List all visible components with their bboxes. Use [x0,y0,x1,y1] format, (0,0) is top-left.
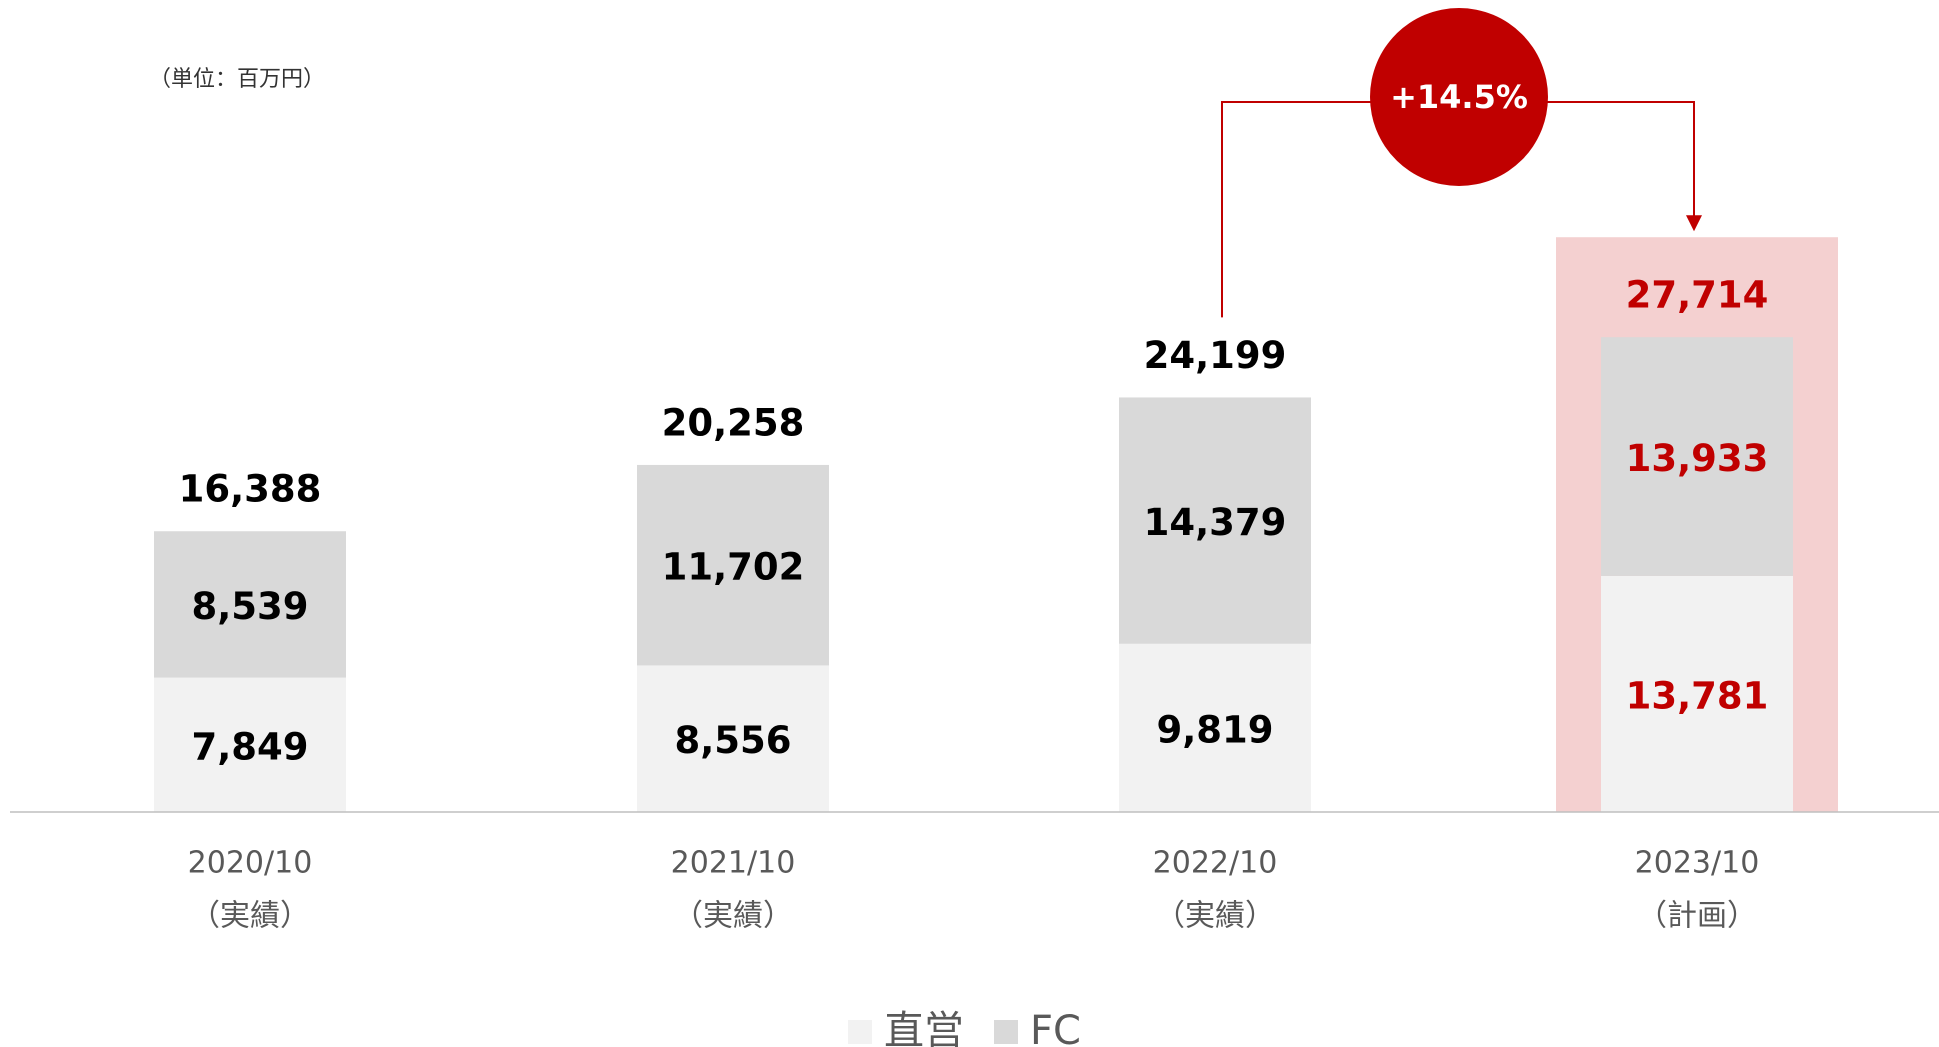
x-tick-note: （実績） [190,899,310,934]
bar-segment [1601,337,1793,576]
annotation: +14.5% [1390,78,1528,116]
total-label: 27,714 [1626,274,1769,317]
value-label: 13,933 [1626,437,1769,480]
bar-segment [1119,397,1311,644]
x-tick-label: 2022/10 [1153,846,1278,881]
bar-segment [637,665,829,812]
x-tick-note: （実績） [1155,899,1275,934]
x-tick-note: （実績） [673,899,793,934]
bar-segment [154,531,346,678]
total-label: 20,258 [662,401,805,444]
legend-label: FC [1030,1008,1081,1047]
total-label: 16,388 [179,468,322,511]
x-tick-label: 2023/10 [1635,846,1760,881]
annotation-circle [1370,8,1548,186]
legend-label: 直営 [884,1008,964,1047]
value-label: 14,379 [1144,501,1287,544]
x-tick-label: 2021/10 [671,846,796,881]
legend-swatch [848,1020,872,1044]
value-label: 9,819 [1156,708,1273,751]
bar-segment [154,677,346,812]
legend-swatch [994,1020,1018,1044]
total-label: 24,199 [1144,334,1287,377]
bar-segment [637,464,829,666]
value-label: 11,702 [662,546,805,589]
unit-note: （単位：百万円） [149,67,325,92]
bar-segment [1601,575,1793,812]
x-tick-note: （計画） [1637,899,1757,934]
arrow-head [1686,215,1702,232]
bar-segment [1119,643,1311,812]
value-label: 8,556 [674,719,791,762]
value-label: 7,849 [191,725,308,768]
value-label: 13,781 [1626,674,1769,717]
value-label: 8,539 [191,585,308,628]
x-tick-label: 2020/10 [188,846,313,881]
